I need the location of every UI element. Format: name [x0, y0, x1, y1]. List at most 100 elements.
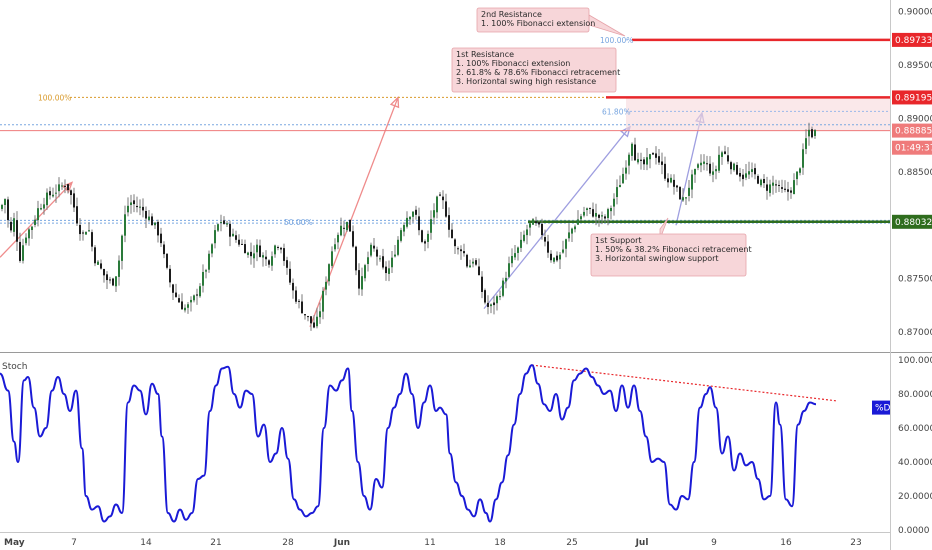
price-tag-label: 0.89195	[895, 93, 932, 103]
candle-bear	[640, 159, 642, 161]
candle-bear	[673, 179, 675, 187]
candle-bull	[346, 221, 348, 231]
candle-bull	[553, 257, 555, 262]
candle-bull	[490, 304, 492, 307]
candle-bear	[592, 209, 594, 217]
candle-bear	[679, 187, 681, 200]
candle-bear	[109, 279, 111, 281]
candle-bear	[181, 301, 183, 310]
candle-bear	[145, 210, 147, 219]
candle-bear	[10, 221, 12, 231]
candle-bear	[169, 268, 171, 283]
candle-bull	[721, 152, 723, 157]
candle-bear	[196, 294, 198, 296]
candle-bear	[7, 199, 9, 221]
candle-bear	[766, 184, 768, 191]
candle-bear	[163, 244, 165, 255]
candle-bear	[301, 301, 303, 314]
candle-bull	[226, 223, 228, 225]
candle-bull	[427, 233, 429, 242]
candle-bear	[445, 201, 447, 217]
candle-bull	[469, 265, 471, 268]
candle-bull	[28, 229, 30, 239]
candle-bear	[634, 144, 636, 161]
candle-bear	[244, 244, 246, 254]
candle-bull	[121, 235, 123, 261]
candle-bull	[583, 211, 585, 216]
candle-bear	[172, 284, 174, 293]
stoch-line-1	[0, 364, 817, 523]
candle-bull	[610, 207, 612, 212]
candle-bull	[568, 232, 570, 239]
candle-bull	[685, 197, 687, 199]
candle-bull	[472, 261, 474, 264]
candle-bear	[811, 129, 813, 138]
candle-bear	[160, 233, 162, 244]
annotation-line: 1. 100% Fibonacci extension	[456, 59, 570, 68]
candle-bear	[280, 247, 282, 250]
candle-bull	[637, 159, 639, 163]
stoch-tick-label: 80.0000	[898, 390, 932, 400]
candle-bear	[775, 184, 777, 186]
candle-bear	[484, 290, 486, 303]
time-tick-label: Jun	[333, 538, 350, 548]
candle-bull	[625, 167, 627, 174]
candle-bear	[310, 316, 312, 324]
candle-bull	[412, 211, 414, 217]
candle-bull	[808, 129, 810, 137]
stoch-axis[interactable]: 100.0000 80.0000 60.0000 40.0000 20.0000 0.00…	[872, 356, 932, 536]
annotation-line: 1st Support	[595, 236, 642, 245]
candle-bear	[415, 209, 417, 215]
candle-bear	[547, 241, 549, 253]
candle-bear	[463, 251, 465, 254]
candle-bull	[319, 311, 321, 318]
candle-bear	[175, 292, 177, 297]
annotation-line: 1. 100% Fibonacci extension	[481, 19, 595, 28]
candle-bear	[289, 268, 291, 283]
price-tag	[892, 32, 932, 47]
candle-bull	[130, 202, 132, 205]
candle-bear	[295, 290, 297, 302]
candle-bull	[772, 182, 774, 186]
candle-bull	[511, 256, 513, 264]
candle-bull	[43, 204, 45, 209]
candle-bear	[454, 239, 456, 247]
candle-bull	[328, 264, 330, 282]
candle-bull	[61, 185, 63, 187]
candle-bull	[646, 157, 648, 165]
candle-bull	[430, 219, 432, 233]
candle-bull	[607, 209, 609, 219]
resistance-zone	[626, 97, 890, 132]
candle-bear	[421, 230, 423, 242]
candle-bull	[127, 205, 129, 213]
candle-bull	[190, 299, 192, 303]
candle-bear	[742, 174, 744, 180]
annotation-box	[476, 7, 590, 33]
time-axis[interactable]: May 7 14 21 28 Jun 11 18 25 Jul 9 16 23	[4, 538, 862, 548]
price-tick-label: 0.89000	[898, 114, 932, 124]
candlestick-series	[1, 122, 816, 331]
candle-bull	[217, 224, 219, 231]
projection-arrow-3	[483, 126, 631, 310]
candle-bear	[736, 164, 738, 175]
candle-bear	[382, 256, 384, 268]
candle-bear	[790, 190, 792, 193]
projection-arrowhead-2	[389, 95, 400, 109]
candle-bear	[106, 274, 108, 281]
candle-bull	[40, 208, 42, 210]
candle-bear	[19, 241, 21, 261]
candle-bear	[223, 220, 225, 224]
candle-bull	[586, 208, 588, 211]
candle-bear	[307, 316, 309, 318]
candle-bull	[502, 280, 504, 296]
candle-bear	[385, 266, 387, 274]
time-tick-label: 21	[210, 538, 221, 548]
stoch-value-tag	[872, 400, 890, 415]
candle-bear	[487, 302, 489, 307]
stochastic-oscillator	[0, 364, 837, 523]
